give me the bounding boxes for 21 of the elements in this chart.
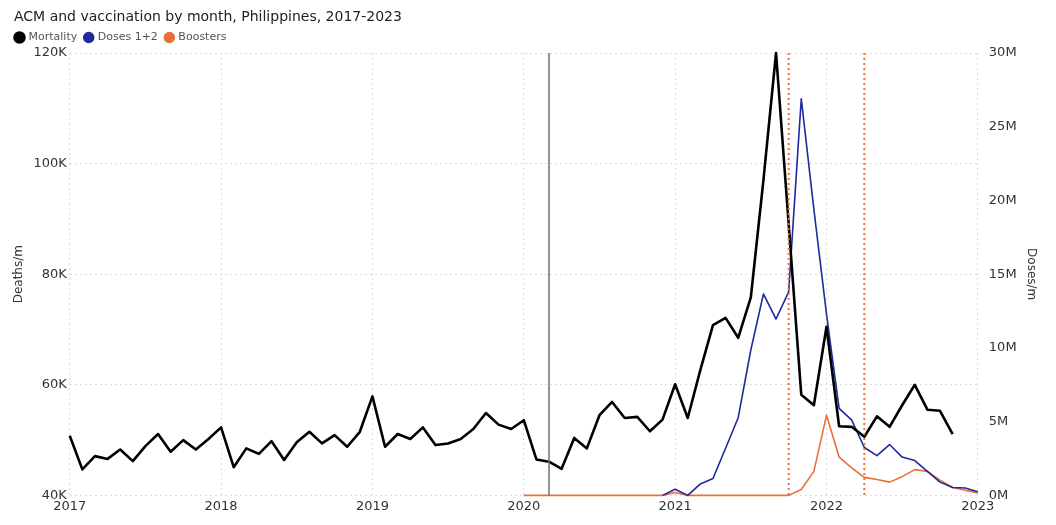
y-tick-label: 60K bbox=[41, 376, 68, 392]
x-tick-label: 2019 bbox=[355, 497, 389, 513]
y2-tick-label: 15M bbox=[988, 265, 1017, 281]
legend-label: Mortality bbox=[28, 30, 78, 44]
y2-tick-label: 25M bbox=[988, 118, 1017, 134]
y2-tick-label: 30M bbox=[988, 44, 1017, 60]
x-tick-label: 2022 bbox=[809, 497, 844, 513]
y-tick-label: 80K bbox=[41, 265, 68, 281]
x-tick-label: 2018 bbox=[204, 497, 238, 513]
y-tick-label: 100K bbox=[33, 154, 68, 170]
y2-tick-label: 20M bbox=[988, 191, 1017, 207]
legend-label: Boosters bbox=[178, 30, 227, 44]
y-tick-label: 120K bbox=[33, 44, 68, 60]
y2-tick-label: 5M bbox=[988, 413, 1009, 429]
y-axis-title: Deaths/m bbox=[11, 245, 26, 304]
x-tick-label: 2021 bbox=[658, 497, 692, 513]
x-tick-label: 2020 bbox=[507, 497, 541, 513]
y2-tick-label: 10M bbox=[988, 339, 1017, 355]
chart-title: ACM and vaccination by month, Philippines, 2017-2023 bbox=[14, 8, 403, 24]
legend-label: Doses 1+2 bbox=[97, 30, 158, 44]
y2-axis-title: Doses/m bbox=[1024, 248, 1039, 301]
